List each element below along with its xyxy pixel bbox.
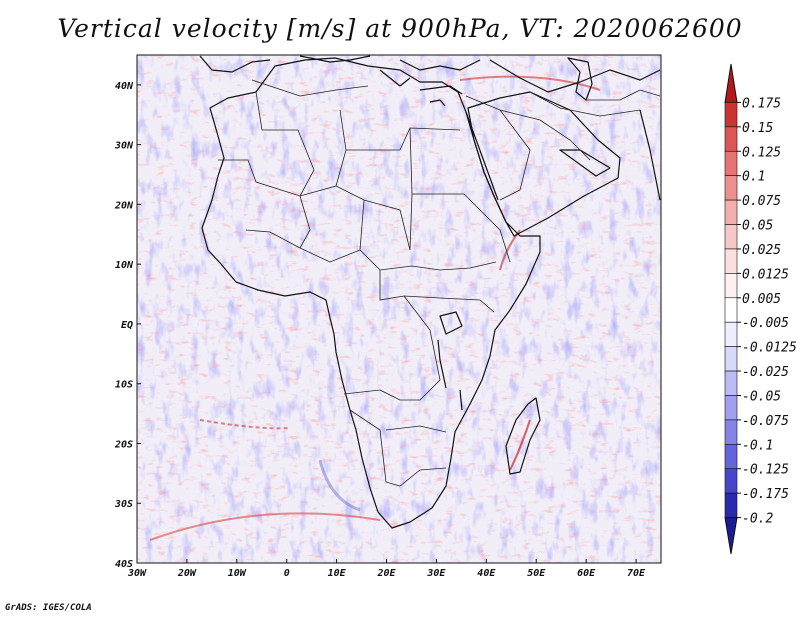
- lat-tick-label: EQ: [121, 320, 133, 331]
- colorbar-swatch: [724, 468, 738, 494]
- colorbar-swatch: [724, 126, 738, 152]
- colorbar-swatch: [724, 224, 738, 250]
- colorbar-label: -0.05: [742, 389, 781, 404]
- colorbar-swatch: [724, 199, 738, 225]
- colorbar-swatch: [724, 150, 738, 176]
- colorbar-label: 0.0125: [742, 267, 789, 282]
- colorbar-label: 0.05: [742, 219, 773, 234]
- colorbar-swatch: [724, 102, 738, 128]
- lon-axis: 30W 20W 10W 0 10E 20E 30E 40E 50E 60E 70E: [127, 559, 646, 579]
- lon-tick-label: 10E: [328, 568, 347, 579]
- colorbar-swatch: [724, 297, 738, 323]
- colorbar-top-arrow: [724, 63, 738, 103]
- colorbar-label: 0.125: [742, 145, 781, 160]
- colorbar-label: -0.005: [742, 316, 789, 331]
- lat-tick-label: 30S: [114, 499, 133, 510]
- colorbar-swatch: [724, 492, 738, 518]
- colorbar-label: 0.175: [742, 96, 781, 111]
- colorbar-label: -0.175: [742, 487, 789, 502]
- lon-tick-label: 10W: [228, 568, 247, 579]
- colorbar-swatch: [724, 346, 738, 372]
- lat-tick-label: 10N: [115, 260, 134, 271]
- lon-tick-label: 0: [284, 568, 290, 579]
- colorbar-swatch: [724, 175, 738, 201]
- lon-tick-label: 20E: [376, 568, 396, 579]
- velocity-field: [137, 55, 661, 563]
- country-borders: [218, 79, 661, 487]
- map-frame: [136, 54, 662, 564]
- colorbar-label: -0.125: [742, 463, 789, 478]
- lat-tick-label: 10S: [115, 380, 133, 391]
- colorbar-label: 0.15: [742, 121, 773, 136]
- colorbar-swatch: [724, 248, 738, 274]
- lat-tick-label: 40N: [115, 81, 134, 92]
- colorbar-label: -0.0125: [742, 341, 797, 356]
- colorbar-label: -0.075: [742, 414, 789, 429]
- colorbar-swatch: [724, 273, 738, 299]
- colorbar-label: -0.025: [742, 365, 789, 380]
- lon-tick-label: 60E: [577, 568, 596, 579]
- colorbar-bottom-arrow: [724, 517, 738, 555]
- lon-tick-label: 50E: [527, 568, 546, 579]
- lat-tick-label: 20S: [114, 439, 133, 450]
- footer-credit: GrADS: IGES/COLA: [5, 603, 92, 613]
- colorbar-label: 0.005: [742, 292, 781, 307]
- lon-tick-label: 20W: [177, 568, 197, 579]
- colorbar-swatch: [724, 395, 738, 421]
- lon-tick-label: 40E: [477, 568, 496, 579]
- colorbar-label: -0.1: [742, 438, 773, 453]
- colorbar-swatch: [724, 321, 738, 347]
- lat-tick-label: 30N: [114, 141, 134, 152]
- lat-tick-label: 40S: [115, 559, 133, 570]
- lon-tick-label: 30E: [426, 568, 446, 579]
- lon-tick-label: 30W: [127, 568, 147, 579]
- colorbar-label: 0.025: [742, 243, 781, 258]
- colorbar-label: 0.1: [742, 170, 765, 185]
- lat-axis: 40N 30N 20N 10N EQ 10S 20S 30S 40S: [114, 81, 141, 570]
- lat-tick-label: 20N: [114, 200, 134, 211]
- colorbar-swatch: [724, 419, 738, 445]
- colorbar-swatch: [724, 444, 738, 470]
- colorbar: 0.175 0.15 0.125 0.1 0.075 0.05 0.025 0.0125 0.0…: [724, 63, 797, 555]
- colorbar-label: -0.2: [742, 512, 773, 527]
- colorbar-label: 0.075: [742, 194, 781, 209]
- lon-tick-label: 70E: [627, 568, 646, 579]
- chart-title: Vertical velocity [m/s] at 900hPa, VT: 2…: [57, 14, 743, 43]
- colorbar-swatch: [724, 370, 738, 396]
